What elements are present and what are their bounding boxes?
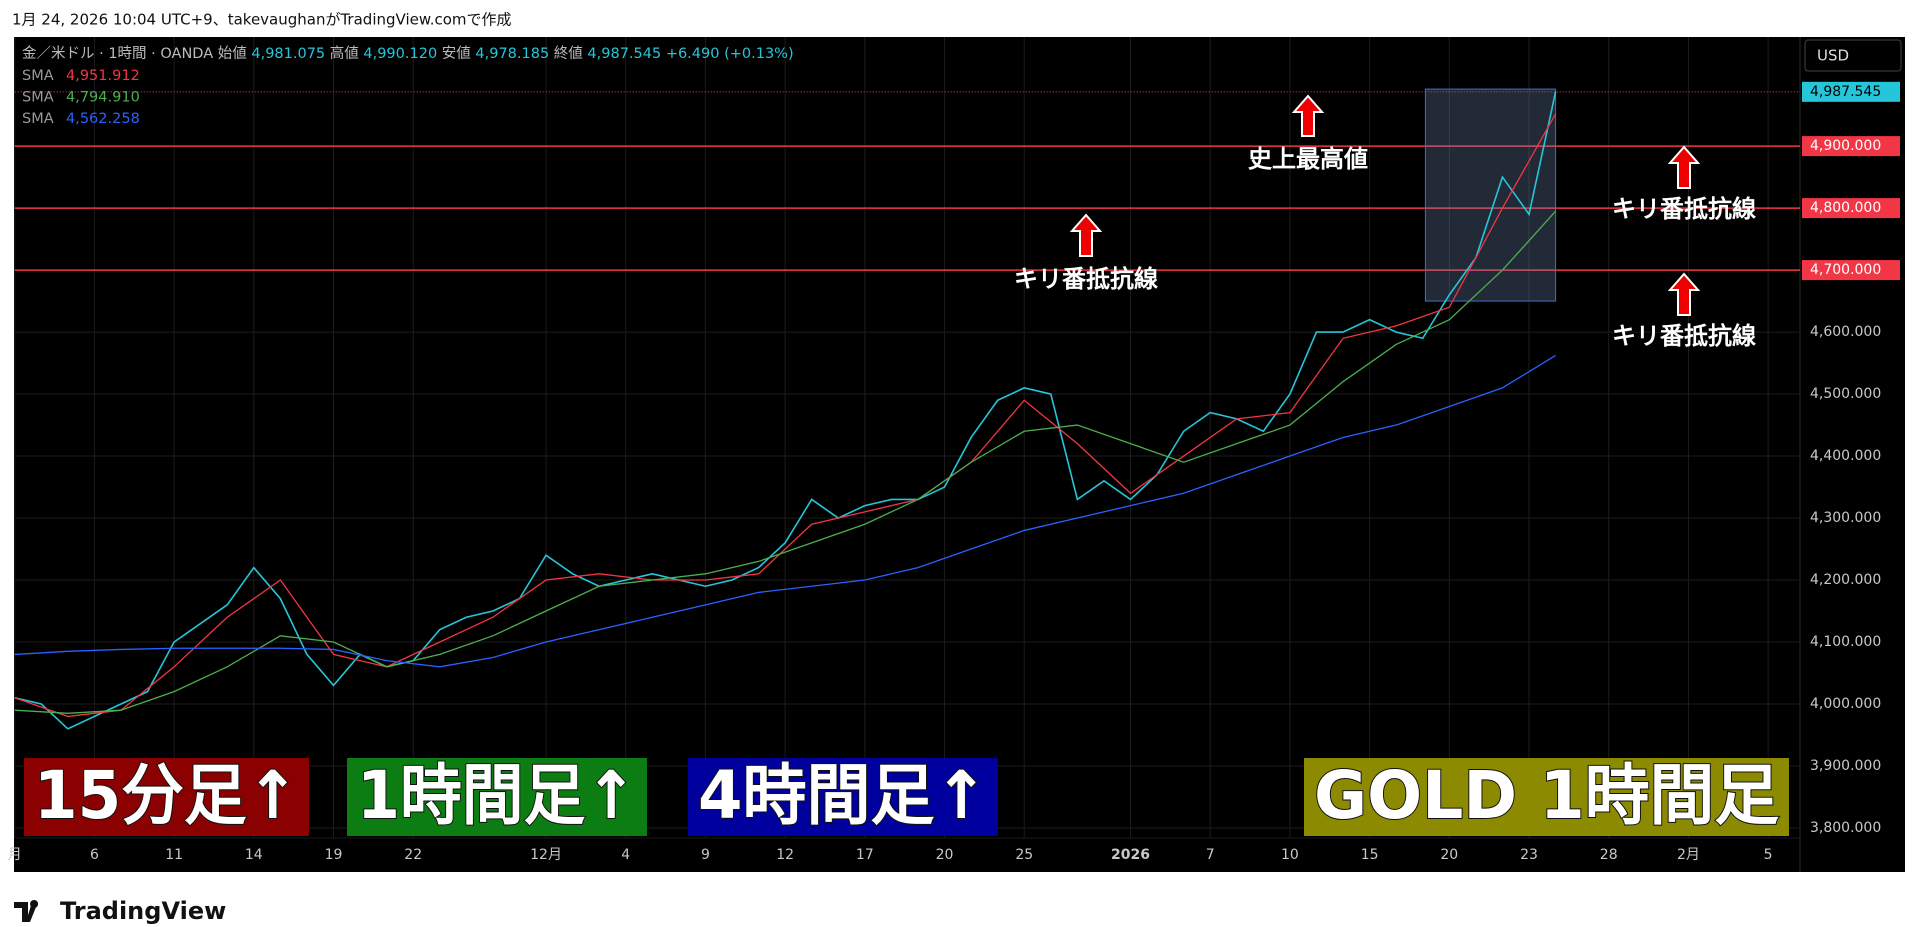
- x-tick-label: 19: [325, 847, 343, 863]
- x-tick-label: 4: [621, 847, 630, 863]
- annotation: キリ番抵抗線: [1612, 322, 1756, 350]
- x-tick-label: 6: [90, 847, 99, 863]
- hline-label: 4,700.000: [1810, 262, 1881, 278]
- annotation: 史上最高値: [1248, 145, 1368, 173]
- x-tick-label: 17: [856, 847, 874, 863]
- sma-line: [14, 354, 1556, 668]
- y-tick-label: 3,800.000: [1810, 820, 1881, 836]
- x-tick-label: 22: [404, 847, 422, 863]
- ohlc-name: 高値: [330, 45, 359, 62]
- banner: [688, 758, 998, 836]
- currency-button[interactable]: [1804, 39, 1902, 72]
- legend-name: SMA: [22, 111, 54, 127]
- x-tick-label: 12月: [530, 847, 562, 863]
- x-tick-label: 11: [165, 847, 183, 863]
- banner-text: 4時間足↑: [698, 757, 988, 834]
- annotation: キリ番抵抗線: [1612, 195, 1756, 223]
- plot: [14, 88, 1800, 730]
- symbol: 金／米ドル · 1時間 · OANDA: [22, 45, 213, 62]
- x-tick-label: 月: [8, 847, 22, 863]
- annotation: キリ番抵抗線: [1014, 265, 1158, 293]
- ohlc-value: 4,981.075: [251, 46, 325, 62]
- banner: [24, 758, 309, 836]
- banner-text: 15分足↑: [34, 757, 299, 834]
- banner: [1304, 758, 1789, 836]
- y-tick-label: 4,400.000: [1810, 448, 1881, 464]
- banner: [347, 758, 647, 836]
- x-tick-label: 20: [1440, 847, 1458, 863]
- legend-value: 4,951.912: [66, 68, 140, 84]
- y-tick-label: 3,900.000: [1810, 758, 1881, 774]
- sma-line: [14, 113, 1557, 718]
- banner-text: 1時間足↑: [357, 757, 637, 834]
- legend-value: 4,794.910: [66, 90, 140, 106]
- price-line: [14, 91, 1557, 730]
- sma-line: [14, 210, 1557, 714]
- header: 1月 24, 2026 10:04 UTC+9、takevaughanがTrad…: [12, 11, 512, 29]
- x-tick-label: 23: [1520, 847, 1538, 863]
- y-tick-label: 4,100.000: [1810, 634, 1881, 650]
- x-tick-label: 2月: [1677, 847, 1700, 863]
- y-tick-label: 4,500.000: [1810, 386, 1881, 402]
- arrow: [1291, 94, 1325, 137]
- x-tick-label: 10: [1281, 847, 1299, 863]
- arrow: [1667, 145, 1701, 189]
- ohlc-value: 4,987.545: [587, 46, 661, 62]
- banner-text: GOLD 1時間足: [1314, 757, 1779, 834]
- logo-text: TradingView: [60, 897, 226, 925]
- logo-mark: [14, 900, 39, 922]
- hline-label: 4,800.000: [1810, 200, 1881, 216]
- logo: TradingView: [14, 897, 226, 925]
- y-tick-label: 4,200.000: [1810, 572, 1881, 588]
- last-price-label: 4,987.545: [1810, 84, 1881, 100]
- hline-label: 4,900.000: [1810, 138, 1881, 154]
- ohlc-name: 終値: [554, 45, 583, 62]
- x-tick-label: 28: [1600, 847, 1618, 863]
- y-tick-label: 4,000.000: [1810, 696, 1881, 712]
- x-tick-label: 14: [245, 847, 263, 863]
- y-tick-label: 4,300.000: [1810, 510, 1881, 526]
- arrow: [1667, 272, 1701, 316]
- x-tick-label: 20: [936, 847, 954, 863]
- hline-label-bg: [1802, 260, 1900, 281]
- chart-panel: [14, 37, 1905, 872]
- ohlc-value: 4,978.185: [475, 46, 549, 62]
- legend-name: SMA: [22, 68, 54, 84]
- y-tick-label: 4,600.000: [1810, 324, 1881, 340]
- hline-label-bg: [1802, 198, 1900, 219]
- x-tick-label: 9: [701, 847, 710, 863]
- ohlc-value: 4,990.120: [363, 46, 437, 62]
- legend-header: 金／米ドル · 1時間 · OANDA 始値 4,981.075 高値 4,99…: [22, 45, 794, 62]
- x-tick-label: 7: [1206, 847, 1215, 863]
- legend: 金／米ドル · 1時間 · OANDA 始値 4,981.075 高値 4,99…: [22, 45, 794, 127]
- legend-name: SMA: [22, 90, 54, 106]
- x-tick-label: 2026: [1111, 847, 1150, 863]
- legend-value: 4,562.258: [66, 111, 140, 127]
- highlight-box: [1424, 88, 1557, 302]
- ohlc-name: 安値: [442, 45, 471, 62]
- currency: USD: [1817, 47, 1849, 65]
- x-tick-label: 5: [1764, 847, 1773, 863]
- change: +6.490 (+0.13%): [666, 46, 794, 62]
- arrow: [1069, 213, 1103, 257]
- x-tick-label: 12: [776, 847, 794, 863]
- x-tick-label: 25: [1015, 847, 1033, 863]
- last-price-bg: [1802, 81, 1900, 102]
- ohlc-name: 始値: [218, 45, 247, 62]
- x-tick-label: 15: [1361, 847, 1379, 863]
- hline-label-bg: [1802, 136, 1900, 157]
